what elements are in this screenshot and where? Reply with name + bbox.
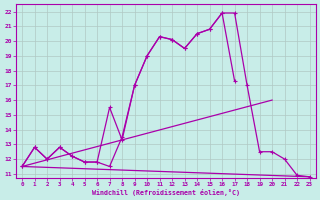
X-axis label: Windchill (Refroidissement éolien,°C): Windchill (Refroidissement éolien,°C) bbox=[92, 189, 240, 196]
